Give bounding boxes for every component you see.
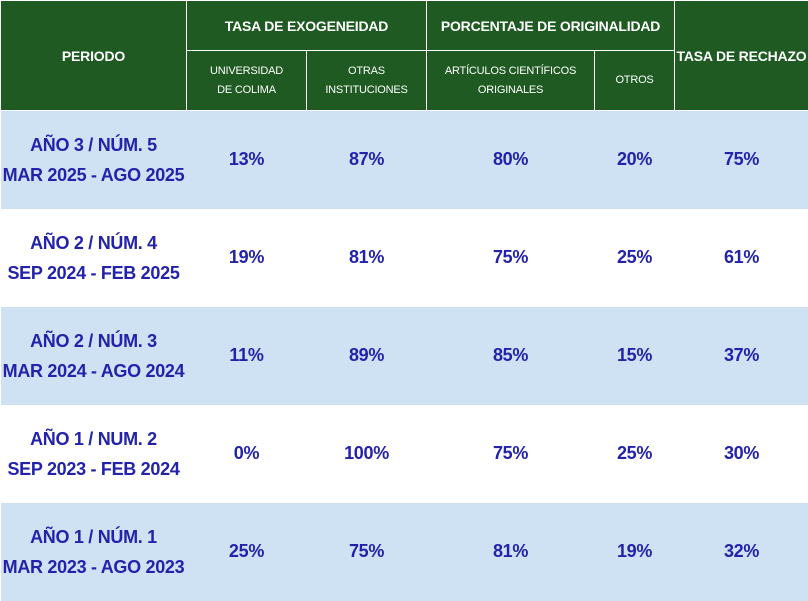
period-issue: AÑO 2 / NÚM. 3 — [1, 326, 187, 356]
period-issue: AÑO 3 / NÚM. 5 — [1, 130, 187, 160]
ucol-cell: 19% — [187, 209, 307, 307]
originales-cell: 81% — [427, 503, 595, 601]
table-row: AÑO 3 / NÚM. 5 MAR 2025 - AGO 2025 13% 8… — [1, 111, 808, 209]
subheader-articulos-originales: ARTÍCULOS CIENTÍFICOS ORIGINALES — [427, 51, 595, 111]
subheader-line: UNIVERSIDAD — [187, 62, 306, 81]
subheader-universidad-colima: UNIVERSIDAD DE COLIMA — [187, 51, 307, 111]
otros-cell: 19% — [595, 503, 675, 601]
otras-cell: 100% — [307, 405, 427, 503]
table-header: PERIODO TASA DE EXOGENEIDAD PORCENTAJE D… — [1, 1, 808, 111]
otras-cell: 87% — [307, 111, 427, 209]
subheader-otros: OTROS — [595, 51, 675, 111]
table-row: AÑO 2 / NÚM. 3 MAR 2024 - AGO 2024 11% 8… — [1, 307, 808, 405]
header-exogeneidad: TASA DE EXOGENEIDAD — [187, 1, 427, 51]
period-issue: AÑO 1 / NUM. 2 — [1, 424, 187, 454]
period-dates: MAR 2023 - AGO 2023 — [1, 552, 187, 582]
table-row: AÑO 2 / NÚM. 4 SEP 2024 - FEB 2025 19% 8… — [1, 209, 808, 307]
otras-cell: 89% — [307, 307, 427, 405]
originales-cell: 75% — [427, 405, 595, 503]
period-cell: AÑO 2 / NÚM. 3 MAR 2024 - AGO 2024 — [1, 307, 187, 405]
rechazo-cell: 37% — [675, 307, 808, 405]
rechazo-cell: 75% — [675, 111, 808, 209]
subheader-line: DE COLIMA — [187, 81, 306, 100]
ucol-cell: 11% — [187, 307, 307, 405]
period-cell: AÑO 2 / NÚM. 4 SEP 2024 - FEB 2025 — [1, 209, 187, 307]
otras-cell: 75% — [307, 503, 427, 601]
header-originalidad: PORCENTAJE DE ORIGINALIDAD — [427, 1, 675, 51]
subheader-line: INSTITUCIONES — [307, 81, 426, 100]
originales-cell: 80% — [427, 111, 595, 209]
otros-cell: 25% — [595, 405, 675, 503]
period-issue: AÑO 1 / NÚM. 1 — [1, 522, 187, 552]
table-row: AÑO 1 / NÚM. 1 MAR 2023 - AGO 2023 25% 7… — [1, 503, 808, 601]
period-cell: AÑO 3 / NÚM. 5 MAR 2025 - AGO 2025 — [1, 111, 187, 209]
otros-cell: 25% — [595, 209, 675, 307]
period-dates: MAR 2025 - AGO 2025 — [1, 160, 187, 190]
header-rechazo: TASA DE RECHAZO — [675, 1, 808, 111]
otros-cell: 20% — [595, 111, 675, 209]
period-cell: AÑO 1 / NUM. 2 SEP 2023 - FEB 2024 — [1, 405, 187, 503]
table-body: AÑO 3 / NÚM. 5 MAR 2025 - AGO 2025 13% 8… — [1, 111, 808, 601]
rechazo-cell: 32% — [675, 503, 808, 601]
originales-cell: 85% — [427, 307, 595, 405]
otras-cell: 81% — [307, 209, 427, 307]
subheader-otras-instituciones: OTRAS INSTITUCIONES — [307, 51, 427, 111]
originales-cell: 75% — [427, 209, 595, 307]
otros-cell: 15% — [595, 307, 675, 405]
ucol-cell: 25% — [187, 503, 307, 601]
subheader-line: ARTÍCULOS CIENTÍFICOS — [427, 62, 594, 81]
subheader-line: OTRAS — [307, 62, 426, 81]
period-dates: SEP 2023 - FEB 2024 — [1, 454, 187, 484]
rechazo-cell: 30% — [675, 405, 808, 503]
period-dates: SEP 2024 - FEB 2025 — [1, 258, 187, 288]
rechazo-cell: 61% — [675, 209, 808, 307]
ucol-cell: 0% — [187, 405, 307, 503]
table-row: AÑO 1 / NUM. 2 SEP 2023 - FEB 2024 0% 10… — [1, 405, 808, 503]
period-issue: AÑO 2 / NÚM. 4 — [1, 228, 187, 258]
period-dates: MAR 2024 - AGO 2024 — [1, 356, 187, 386]
header-periodo: PERIODO — [1, 1, 187, 111]
period-cell: AÑO 1 / NÚM. 1 MAR 2023 - AGO 2023 — [1, 503, 187, 601]
subheader-line: ORIGINALES — [427, 81, 594, 100]
ucol-cell: 13% — [187, 111, 307, 209]
